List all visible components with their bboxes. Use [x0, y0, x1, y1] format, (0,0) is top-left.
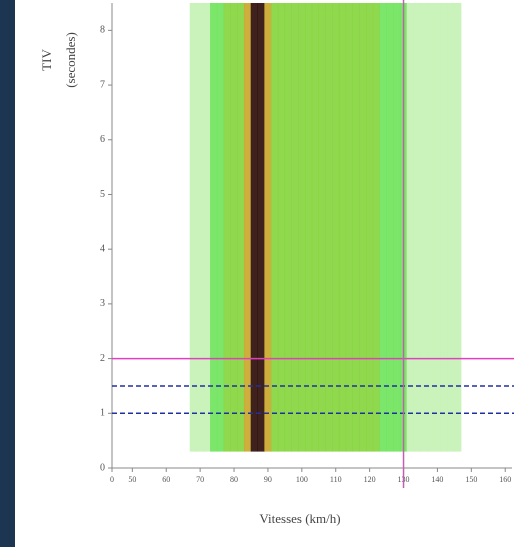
density-column — [434, 3, 441, 452]
density-column — [251, 3, 258, 452]
density-column — [271, 3, 278, 452]
y-tick-label: 3 — [100, 298, 105, 309]
density-column — [420, 3, 427, 452]
density-column — [319, 3, 326, 452]
density-column — [339, 3, 346, 452]
y-tick-label: 5 — [100, 189, 105, 200]
density-column — [230, 3, 237, 452]
x-tick-label: 90 — [264, 475, 272, 484]
density-column — [291, 3, 298, 452]
x-tick-label: 60 — [162, 475, 170, 484]
y-tick-label: 4 — [100, 243, 105, 254]
y-tick-label: 1 — [100, 408, 105, 419]
density-column — [312, 3, 319, 452]
density-column — [217, 3, 224, 452]
x-tick-label: 80 — [230, 475, 238, 484]
density-column — [258, 3, 265, 452]
x-tick-label: 100 — [296, 475, 308, 484]
page: {"chart_data": {"type": "density", "y_la… — [0, 0, 514, 547]
density-column — [413, 3, 420, 452]
y-tick-label: 0 — [100, 462, 105, 473]
density-column — [427, 3, 434, 452]
density-column — [441, 3, 448, 452]
x-tick-label: 120 — [364, 475, 376, 484]
x-tick-label: 150 — [465, 475, 477, 484]
x-tick-label: 140 — [431, 475, 443, 484]
density-column — [244, 3, 251, 452]
density-column — [285, 3, 292, 452]
x-tick-label: 0 — [110, 475, 114, 484]
y-tick-label: 8 — [100, 25, 105, 36]
density-column — [224, 3, 231, 452]
density-column — [264, 3, 271, 452]
y-tick-label: 6 — [100, 134, 105, 145]
density-column — [447, 3, 454, 452]
y-tick-label: 7 — [100, 79, 105, 90]
y-axis-unit: (secondes) — [63, 32, 78, 88]
density-column — [278, 3, 285, 452]
density-column — [386, 3, 393, 452]
x-tick-label: 70 — [196, 475, 204, 484]
density-column — [237, 3, 244, 452]
density-column — [366, 3, 373, 452]
x-axis-label: Vitesses (km/h) — [259, 511, 340, 526]
x-tick-label: 50 — [128, 475, 136, 484]
x-tick-label: 110 — [330, 475, 342, 484]
x-tick-label: 160 — [499, 475, 511, 484]
density-column — [380, 3, 387, 452]
density-column — [203, 3, 210, 452]
density-column — [359, 3, 366, 452]
density-column — [454, 3, 461, 452]
density-column — [407, 3, 414, 452]
density-column — [325, 3, 332, 452]
density-column — [393, 3, 400, 452]
y-tick-label: 2 — [100, 353, 105, 364]
density-column — [210, 3, 217, 452]
y-axis-label: TIV — [39, 49, 54, 71]
density-column — [190, 3, 197, 452]
density-column — [332, 3, 339, 452]
density-column — [298, 3, 305, 452]
density-column — [305, 3, 312, 452]
density-column — [196, 3, 203, 452]
chart: TIV (secondes) Vitesses (km/h) 0 1 2 3 4 5 6 7 8… — [0, 0, 514, 547]
density-column — [346, 3, 353, 452]
density-column — [373, 3, 380, 452]
density-column — [352, 3, 359, 452]
